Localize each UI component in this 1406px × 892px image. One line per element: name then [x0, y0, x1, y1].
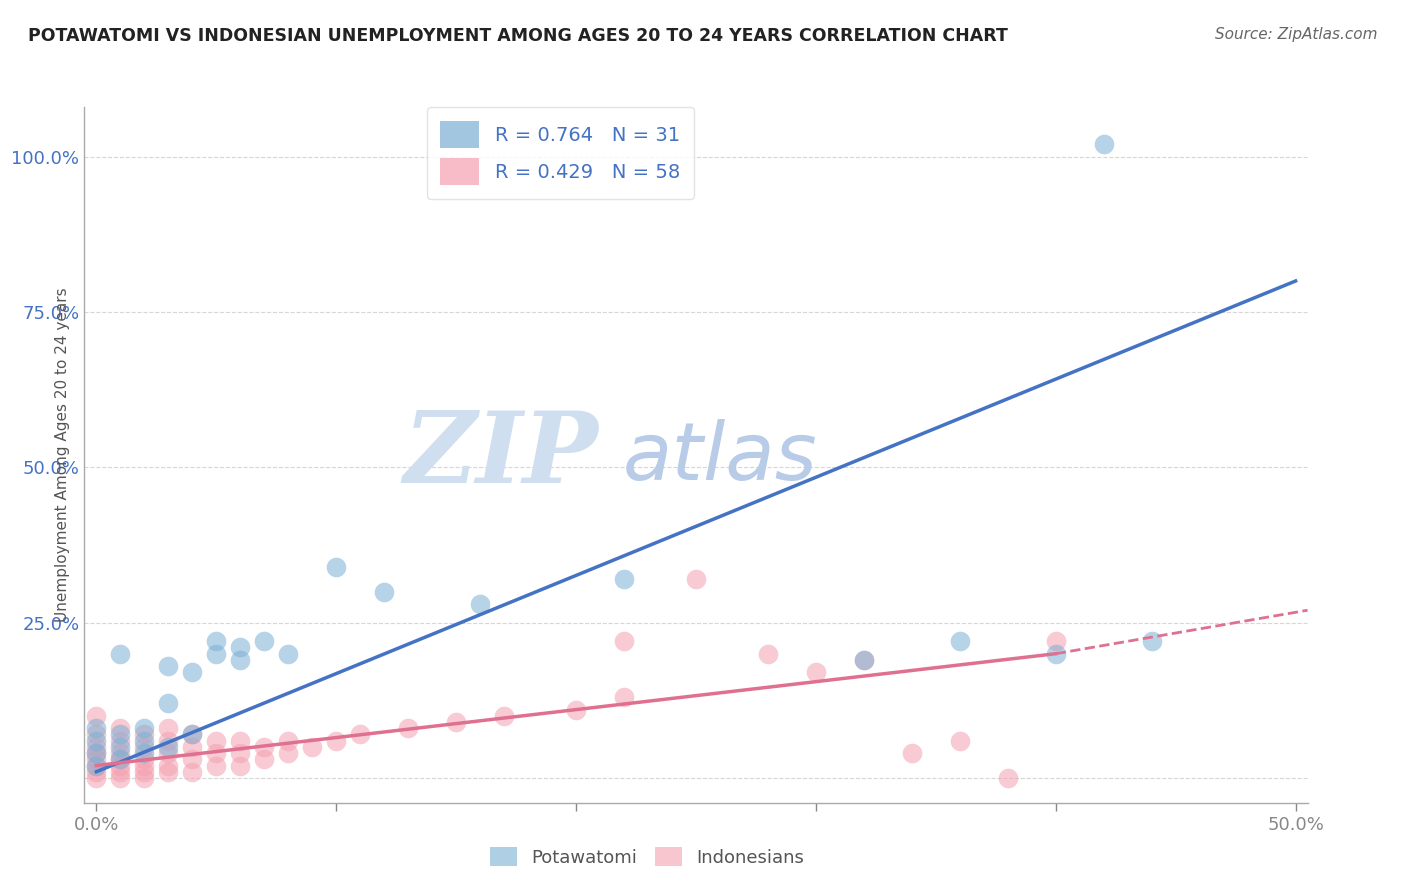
Point: [685, 572, 707, 586]
Point: [301, 739, 323, 754]
Point: [110, 758, 132, 772]
Point: [86, 758, 108, 772]
Point: [468, 597, 491, 611]
Point: [205, 733, 228, 747]
Point: [157, 697, 180, 711]
Point: [134, 771, 156, 785]
Point: [157, 721, 180, 735]
Point: [229, 640, 252, 655]
Point: [229, 758, 252, 772]
Point: [134, 733, 156, 747]
Point: [277, 746, 299, 760]
Point: [86, 739, 108, 754]
Text: POTAWATOMI VS INDONESIAN UNEMPLOYMENT AMONG AGES 20 TO 24 YEARS CORRELATION CHAR: POTAWATOMI VS INDONESIAN UNEMPLOYMENT AM…: [28, 27, 1008, 45]
Point: [444, 714, 467, 729]
Point: [86, 708, 108, 723]
Point: [134, 752, 156, 766]
Point: [229, 653, 252, 667]
Point: [277, 733, 299, 747]
Point: [997, 771, 1019, 785]
Point: [134, 764, 156, 779]
Point: [373, 584, 395, 599]
Point: [86, 771, 108, 785]
Point: [86, 758, 108, 772]
Point: [134, 758, 156, 772]
Point: [613, 572, 636, 586]
Point: [229, 733, 252, 747]
Point: [613, 634, 636, 648]
Point: [277, 647, 299, 661]
Point: [110, 647, 132, 661]
Point: [396, 721, 419, 735]
Point: [901, 746, 924, 760]
Point: [110, 752, 132, 766]
Point: [181, 752, 204, 766]
Point: [1092, 137, 1115, 152]
Point: [852, 653, 875, 667]
Point: [181, 764, 204, 779]
Point: [613, 690, 636, 705]
Legend: Potawatomi, Indonesians: Potawatomi, Indonesians: [482, 840, 811, 874]
Point: [157, 746, 180, 760]
Point: [110, 721, 132, 735]
Point: [157, 764, 180, 779]
Point: [205, 647, 228, 661]
Point: [157, 758, 180, 772]
Point: [134, 721, 156, 735]
Point: [205, 758, 228, 772]
Point: [86, 746, 108, 760]
Point: [134, 746, 156, 760]
Point: [181, 665, 204, 680]
Point: [157, 739, 180, 754]
Point: [349, 727, 371, 741]
Point: [110, 752, 132, 766]
Point: [157, 659, 180, 673]
Point: [134, 739, 156, 754]
Point: [205, 746, 228, 760]
Point: [86, 752, 108, 766]
Point: [1045, 647, 1067, 661]
Point: [1140, 634, 1163, 648]
Point: [1045, 634, 1067, 648]
Point: [181, 739, 204, 754]
Point: [86, 727, 108, 741]
Point: [86, 733, 108, 747]
Point: [852, 653, 875, 667]
Text: ZIP: ZIP: [404, 407, 598, 503]
Point: [253, 752, 276, 766]
Point: [110, 746, 132, 760]
Point: [253, 739, 276, 754]
Point: [253, 634, 276, 648]
Text: atlas: atlas: [623, 419, 817, 498]
Point: [110, 727, 132, 741]
Text: Source: ZipAtlas.com: Source: ZipAtlas.com: [1215, 27, 1378, 42]
Point: [110, 771, 132, 785]
Point: [134, 727, 156, 741]
Point: [86, 721, 108, 735]
Point: [181, 727, 204, 741]
Point: [949, 634, 972, 648]
Point: [325, 733, 347, 747]
Point: [494, 708, 516, 723]
Point: [86, 764, 108, 779]
Point: [110, 764, 132, 779]
Point: [110, 739, 132, 754]
Point: [86, 746, 108, 760]
Point: [181, 727, 204, 741]
Point: [804, 665, 827, 680]
Point: [157, 733, 180, 747]
Y-axis label: Unemployment Among Ages 20 to 24 years: Unemployment Among Ages 20 to 24 years: [55, 287, 70, 623]
Point: [756, 647, 779, 661]
Point: [110, 733, 132, 747]
Point: [205, 634, 228, 648]
Point: [325, 559, 347, 574]
Point: [949, 733, 972, 747]
Point: [565, 703, 588, 717]
Point: [229, 746, 252, 760]
